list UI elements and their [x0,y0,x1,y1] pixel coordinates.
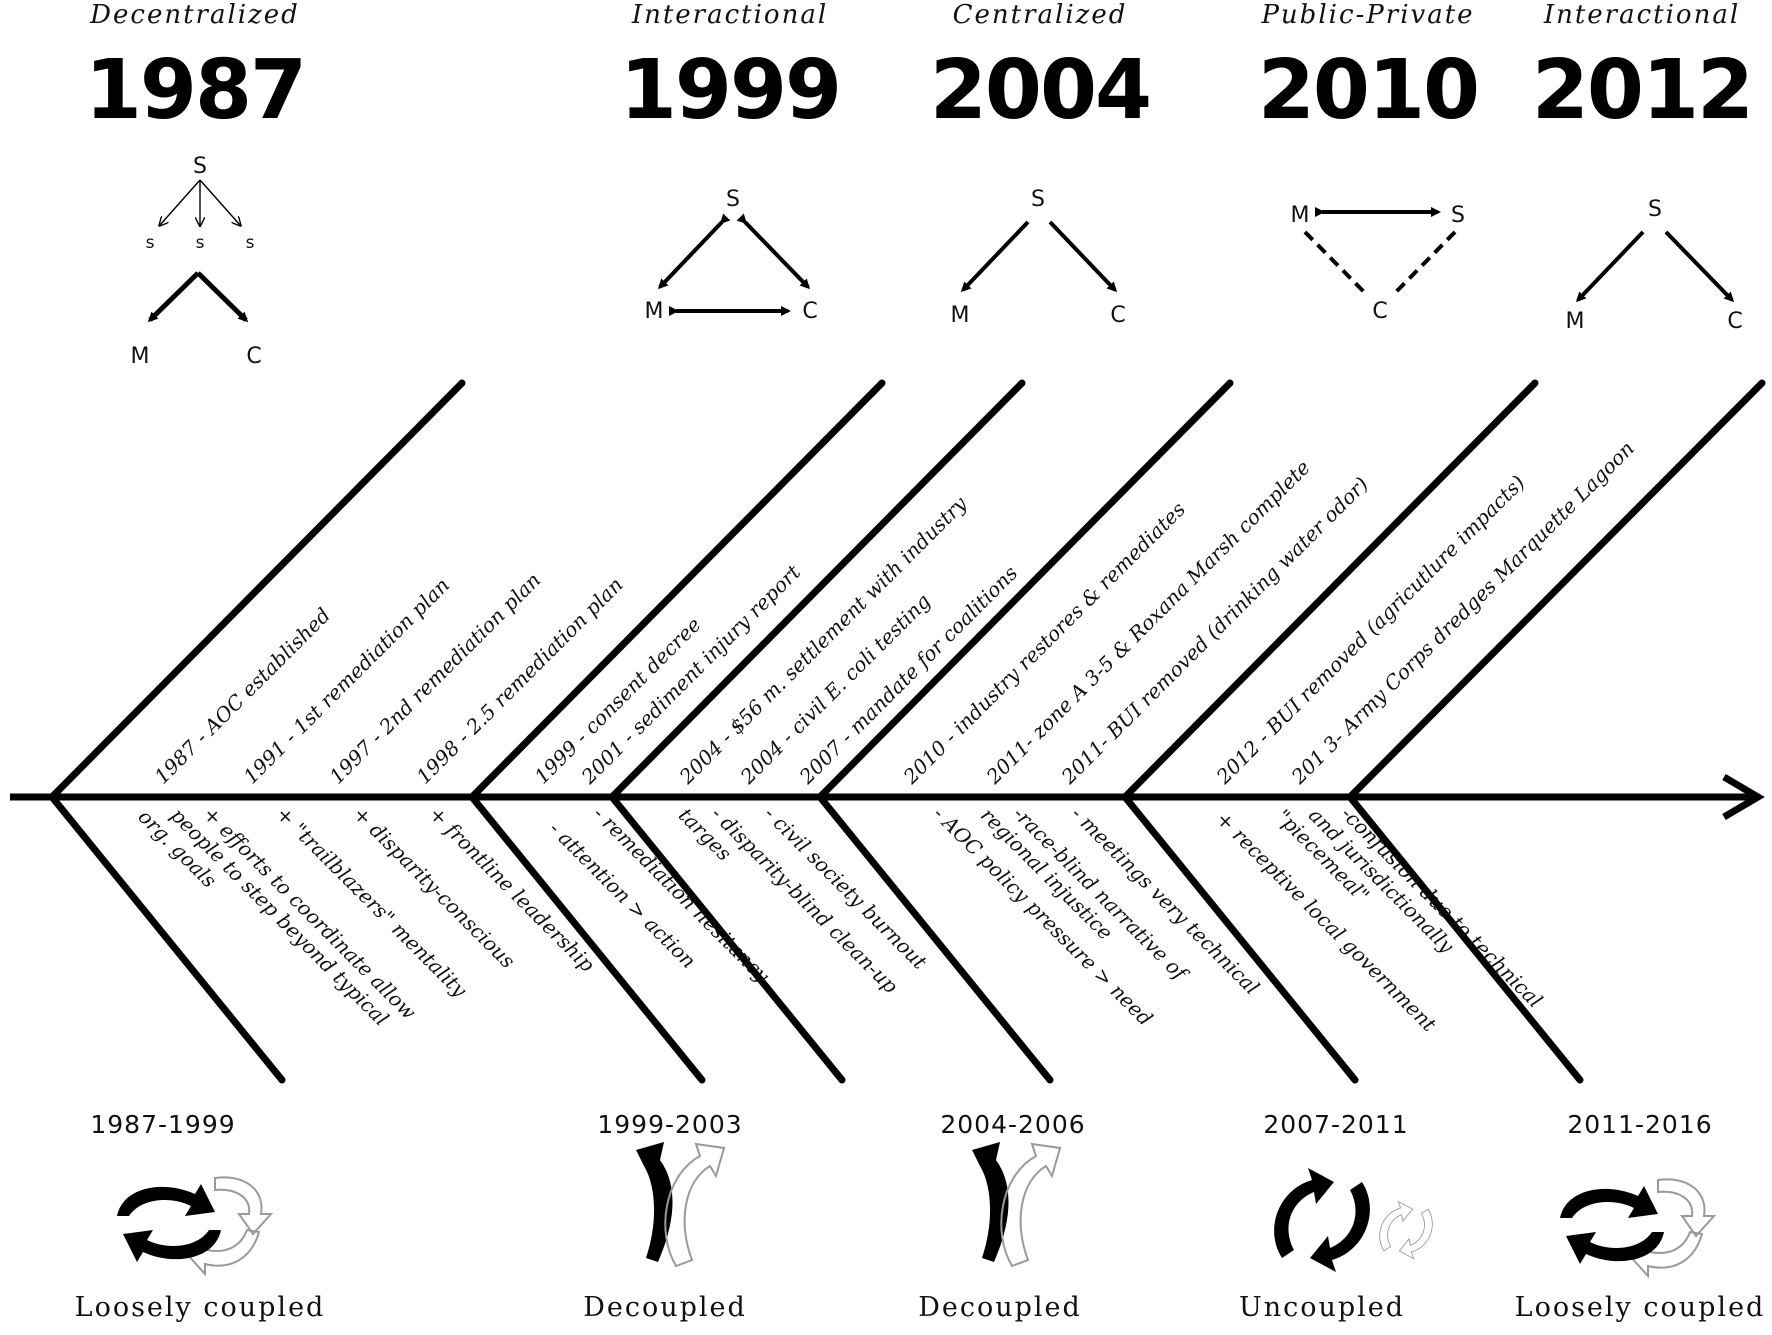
node-civil: C [1110,303,1125,328]
period-range: 1999-2003 [597,1110,743,1139]
lower-note-line: -confusion due to technical [1336,802,1547,1013]
node-state: S [1031,187,1045,212]
split-arrows-icon [636,1142,726,1268]
era-label: Centralized [952,0,1128,30]
upper-rib-2012 [1346,379,1766,801]
era-label: Decentralized [90,0,300,30]
event-label: 2007 - mandate for coalitions [794,561,1022,789]
cycle-arrows-icon [1274,1168,1433,1272]
node-sub-state: s [146,233,155,253]
upper-event-labels: 1987 - AOC established 1991 - 1st remedi… [150,436,1639,789]
node-market: M [951,303,970,328]
period-range: 2011-2016 [1567,1110,1713,1139]
network-1987: S s s s M C [131,154,262,369]
lower-note-line: people to step beyond typical [166,803,394,1031]
coupling-label: Uncoupled [1238,1292,1406,1323]
coupling-label: Decoupled [583,1292,747,1323]
node-civil: C [802,299,817,324]
upper-rib-2010 [1121,379,1539,801]
upper-rib-2004 [608,379,1026,801]
node-state: S [193,154,207,179]
era-year: 1987 [84,43,307,138]
era-year: 2010 [1257,43,1480,138]
era-label: Public-Private [1261,0,1475,30]
period-range: 2004-2006 [940,1110,1086,1139]
cycle-arrows-icon [1560,1178,1717,1279]
node-market: M [131,344,150,369]
lower-rib-3 [608,793,846,1084]
period-range: 2007-2011 [1263,1110,1409,1139]
node-market: M [645,299,664,324]
coupling-label: Loosely coupled [74,1292,326,1323]
event-label: 1987 - AOC established [150,603,335,788]
upper-rib-2007 [816,379,1234,801]
lower-rib-4 [816,793,1054,1084]
lower-rib-1 [48,793,286,1084]
coupling-label: Loosely coupled [1514,1292,1766,1323]
era-header: Interactional 2012 [1512,0,1772,134]
node-sub-state: s [196,233,205,253]
lower-rib-5 [1121,793,1359,1084]
era-header: Public-Private 2010 [1238,0,1498,134]
node-civil: C [246,344,261,369]
era-year: 2012 [1531,43,1754,138]
split-arrows-icon [972,1142,1062,1268]
era-header: Decentralized 1987 [65,0,325,134]
coupling-label: Decoupled [918,1292,1082,1323]
network-1999: S M C [645,187,818,324]
node-state: S [1451,203,1465,228]
lower-rib-2 [468,793,706,1084]
node-civil: C [1372,299,1387,324]
node-market: M [1291,203,1310,228]
lower-ribs [48,793,1584,1084]
era-header: Interactional 1999 [600,0,860,134]
node-civil: C [1727,309,1742,334]
period-range: 1987-1999 [90,1110,236,1139]
node-market: M [1566,309,1585,334]
era-label: Interactional [1543,0,1741,30]
lower-rib-6 [1346,793,1584,1084]
cycle-arrows-icon [117,1176,274,1277]
node-state: S [726,187,740,212]
network-2010: M S C [1291,203,1465,324]
network-2004: S M C [951,187,1126,328]
era-label: Interactional [631,0,829,30]
node-state: S [1648,197,1662,222]
upper-rib-1987 [48,379,466,801]
node-sub-state: s [246,233,255,253]
timeline-arrowhead [1722,773,1765,821]
upper-ribs [48,379,1766,801]
lower-note-labels: + efforts to coordinate allow people to … [133,802,1547,1037]
era-header: Centralized 2004 [910,0,1170,134]
era-year: 2004 [929,43,1152,138]
era-year: 1999 [619,43,842,138]
upper-rib-1999 [468,379,886,801]
network-2012: S M C [1566,197,1743,334]
